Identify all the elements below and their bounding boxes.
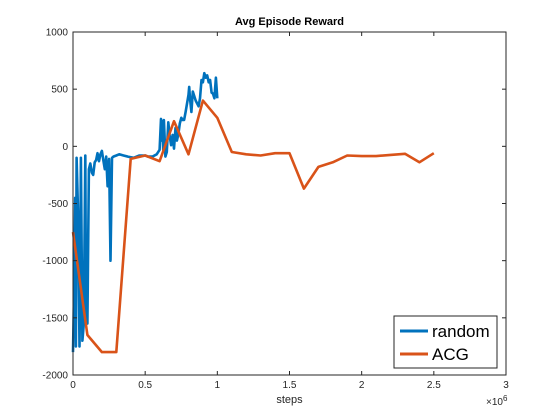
x-tick-label: 2 [359, 380, 365, 391]
chart-title: Avg Episode Reward [235, 16, 344, 28]
x-tick-label: 3 [503, 380, 509, 391]
legend-label-random: random [432, 322, 490, 341]
y-tick-label: -1000 [42, 256, 68, 267]
y-tick-label: 1000 [46, 28, 69, 39]
x-tick-label: 0 [70, 380, 76, 391]
legend-label-acg: ACG [432, 345, 469, 364]
x-axis-multiplier: ×10 [486, 397, 503, 408]
legend-box [393, 315, 498, 369]
series-line-random [71, 71, 219, 353]
x-tick-label: 0.5 [138, 380, 152, 391]
x-tick-label: 1.5 [283, 380, 297, 391]
y-tick-label: 0 [62, 142, 68, 153]
series-layer [71, 71, 435, 354]
x-axis-exponent-power: 6 [503, 394, 508, 403]
x-axis-exponent: ×106 [486, 394, 508, 408]
series-line-acg [71, 99, 435, 354]
x-tick-label: 1 [215, 380, 221, 391]
y-tick-label: 500 [51, 85, 68, 96]
legend: random ACG [393, 315, 498, 369]
y-tick-label: -1500 [42, 313, 68, 324]
y-tick-label: -2000 [42, 371, 68, 382]
x-axis: 0 0.5 1 1.5 2 2.5 3 [70, 32, 509, 391]
y-tick-label: -500 [48, 199, 68, 210]
x-tick-label: 2.5 [427, 380, 441, 391]
x-axis-label: steps [276, 394, 303, 406]
y-axis: -2000 -1500 -1000 -500 0 500 1000 [42, 28, 506, 382]
